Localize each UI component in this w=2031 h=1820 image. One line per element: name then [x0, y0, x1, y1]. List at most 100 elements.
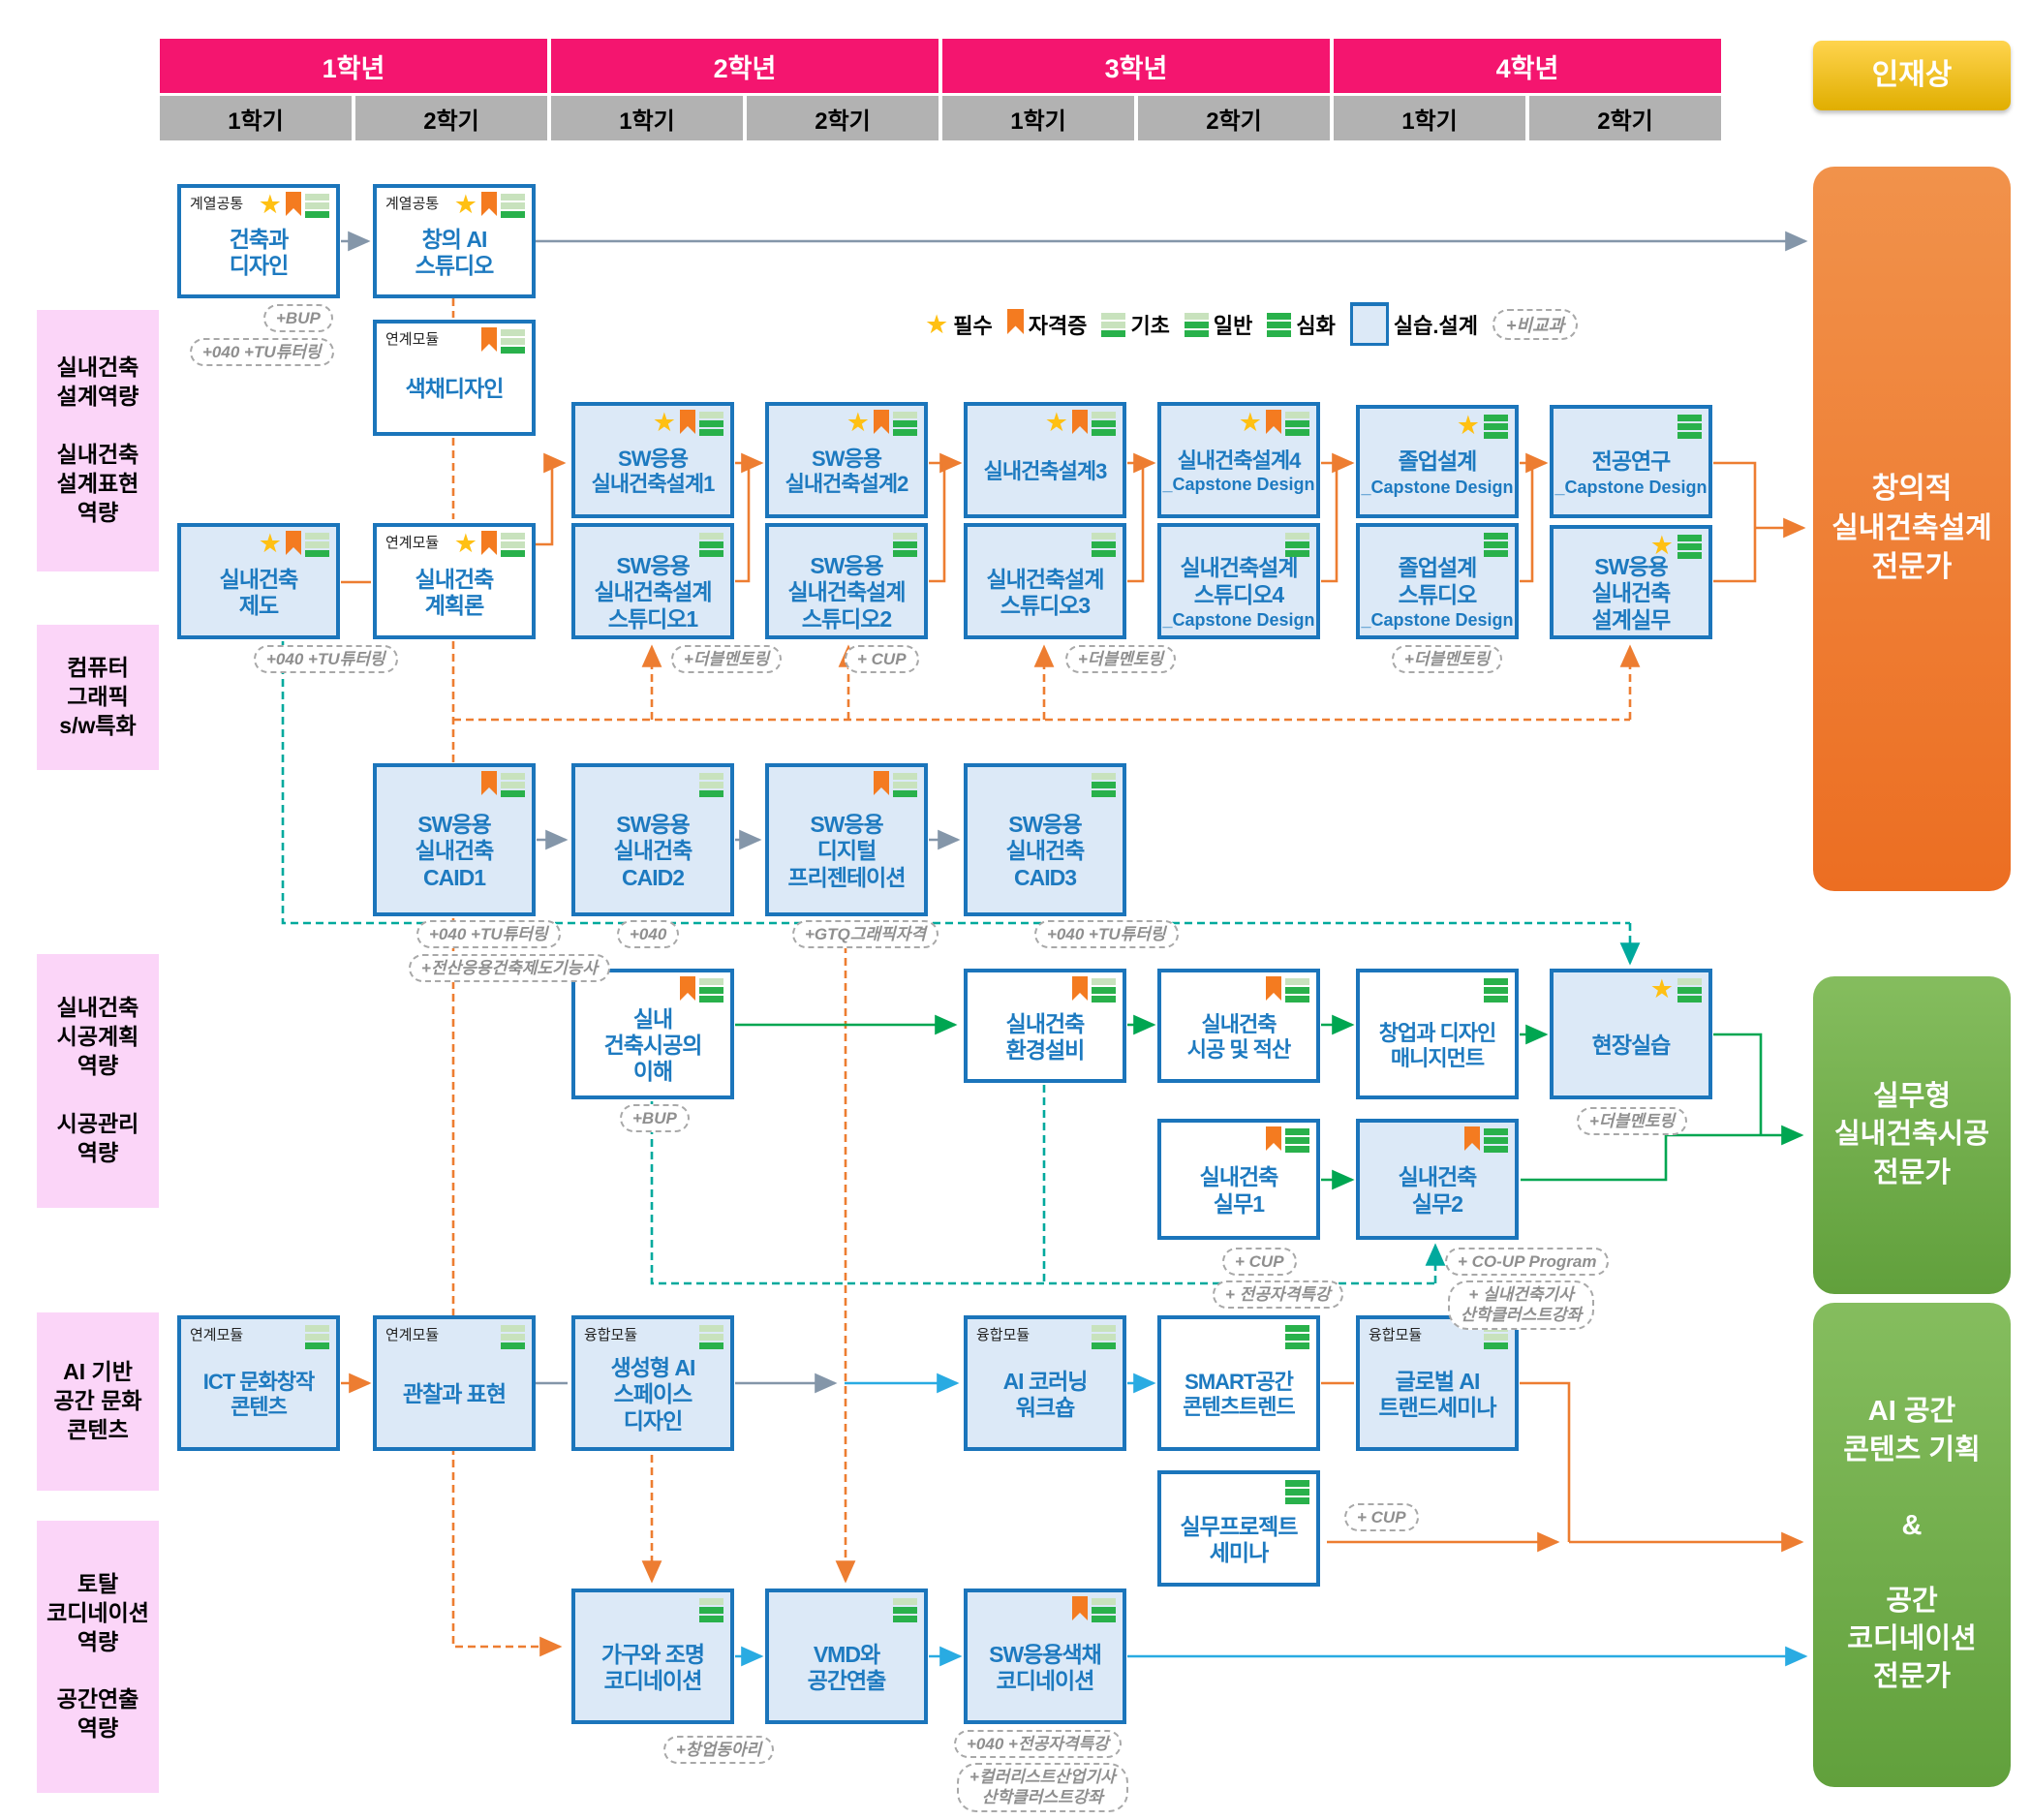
- course-ai-colearning-workshop: 융합모듈 AI 코러닝 워크숍: [964, 1315, 1126, 1451]
- annotation-bup-2: +BUP: [620, 1104, 690, 1133]
- legend-practice: 실습.설계: [1349, 302, 1478, 346]
- annotation-double-mentoring-3: +더블멘토링: [1392, 645, 1503, 674]
- course-sw-interior-caid-1: SW응용 실내건축 CAID1: [373, 763, 536, 916]
- level-advanced-icon: [1285, 1128, 1309, 1153]
- course-interior-design-4: ★ 실내건축설계4 _Capstone Design: [1157, 402, 1320, 518]
- module-tag: 연계모듈: [385, 331, 440, 348]
- course-sw-interior-caid-2: SW응용 실내건축 CAID2: [571, 763, 734, 916]
- required-star-icon: ★: [1238, 408, 1262, 437]
- level-advanced-icon: [1484, 978, 1508, 1003]
- level-general-icon: [1184, 313, 1209, 337]
- course-observation-expression: 연계모듈 관찰과 표현: [373, 1315, 536, 1451]
- course-icons: ★: [454, 531, 525, 560]
- course-title: SW응용 실내건축 CAID2: [613, 812, 693, 890]
- course-vmd-space-direction: VMD와 공간연출: [765, 1589, 928, 1724]
- connector-global-down: [1520, 1381, 1571, 1542]
- legend-basic-label: 기초: [1130, 313, 1170, 338]
- legend-certificate-label: 자격증: [1028, 313, 1088, 338]
- sidebar-group-ai-space-content: AI 기반 공간 문화 콘텐츠: [37, 1312, 159, 1491]
- course-icons: ★: [1457, 413, 1508, 439]
- semester-header-1: 1학기: [160, 96, 352, 140]
- connector-studio4-join: [1321, 463, 1339, 583]
- required-star-icon: ★: [1649, 974, 1674, 1003]
- course-icons: ★: [454, 192, 525, 221]
- level-general-icon: [1092, 978, 1116, 1003]
- level-advanced-icon: [1285, 1480, 1309, 1504]
- course-interior-environment-systems: 실내건축 환경설비: [964, 969, 1126, 1083]
- annotation-o40-tu-2: +040 +TU튜터링: [254, 645, 398, 674]
- course-title: 관찰과 표현: [402, 1381, 507, 1407]
- course-icons: [699, 771, 723, 797]
- semester-header-2: 2학기: [355, 96, 547, 140]
- outcome-practical-construction-expert: 실무형 실내건축시공 전문가: [1813, 976, 2011, 1294]
- year-header-3: 3학년: [942, 39, 1330, 93]
- course-interior-design-studio-4: 실내건축설계 스튜디오4 _Capstone Design: [1157, 523, 1320, 639]
- required-star-icon: ★: [652, 408, 676, 437]
- course-title: SW응용 실내건축설계2: [785, 447, 909, 496]
- course-icons: ★: [1650, 976, 1702, 1003]
- certificate-bookmark-icon: [1072, 1596, 1088, 1625]
- course-understanding-interior-construction: 실내 건축시공의 이해: [571, 969, 734, 1099]
- course-title: 건축과 디자인: [229, 226, 289, 278]
- course-subtitle: _Capstone Design: [1361, 477, 1514, 497]
- course-icons: [1285, 1478, 1309, 1504]
- course-icons: [893, 1596, 917, 1622]
- course-sw-color-coordination: SW응용색채 코디네이션: [964, 1589, 1126, 1724]
- course-sw-interior-design-2: ★ SW응용 실내건축설계2: [765, 402, 928, 518]
- level-advanced-icon: [1484, 415, 1508, 439]
- course-title: 가구와 조명 코디네이션: [600, 1641, 705, 1693]
- required-star-icon: ★: [258, 190, 282, 219]
- module-tag: 융합모듈: [1369, 1327, 1423, 1343]
- course-sw-interior-design-1: ★ SW응용 실내건축설계1: [571, 402, 734, 518]
- certificate-bookmark-icon: [1072, 976, 1088, 1005]
- module-tag: 융합모듈: [976, 1327, 1031, 1343]
- legend-practice-label: 실습.설계: [1393, 313, 1478, 338]
- required-star-icon: ★: [1649, 531, 1674, 560]
- course-icons: [1484, 976, 1508, 1003]
- level-general-icon: [1285, 533, 1309, 557]
- course-subtitle: _Capstone Design: [1361, 609, 1514, 630]
- course-icons: ★: [846, 410, 917, 439]
- course-icons: [481, 771, 525, 800]
- course-title: SW응용 실내건축설계1: [591, 447, 716, 496]
- legend-advanced: 심화: [1267, 309, 1336, 340]
- level-general-icon: [699, 533, 723, 557]
- course-title: 졸업설계 스튜디오: [1398, 555, 1478, 607]
- course-icons: [1266, 1126, 1309, 1156]
- annotation-cup-3: + CUP: [1344, 1503, 1419, 1532]
- level-general-icon: [1092, 1598, 1116, 1622]
- course-graduation-design: ★ 졸업설계 _Capstone Design: [1356, 405, 1519, 518]
- course-icons: [699, 1596, 723, 1622]
- certificate-bookmark-icon: [1266, 976, 1281, 1005]
- course-title: 창의 AI 스튜디오: [415, 226, 495, 278]
- level-basic-icon: [305, 1325, 329, 1349]
- course-furniture-lighting-coordination: 가구와 조명 코디네이션: [571, 1589, 734, 1724]
- level-basic-icon: [501, 194, 525, 218]
- course-practical-project-seminar: 실무프로젝트 세미나: [1157, 1470, 1320, 1587]
- course-icons: [699, 1323, 723, 1349]
- course-field-practice: ★ 현장실습: [1550, 969, 1712, 1099]
- legend: ★ 필수 자격증 기초 일반 심화 실습.설계 +비교과: [925, 302, 1579, 346]
- course-title: 실내건축설계 스튜디오3: [986, 566, 1105, 618]
- course-title: 실내건축 계획론: [415, 566, 495, 618]
- course-interior-design-studio-3: 실내건축설계 스튜디오3: [964, 523, 1126, 639]
- outcome-creative-interior-design-expert: 창의적 실내건축설계 전문가: [1813, 167, 2011, 891]
- course-interior-design-3: ★ 실내건축설계3: [964, 402, 1126, 518]
- course-smart-space-content-trend: SMART공간 콘텐츠트렌드: [1157, 1315, 1320, 1451]
- module-tag: 계열공통: [190, 196, 244, 212]
- level-advanced-icon: [1285, 1325, 1309, 1349]
- certificate-bookmark-icon: [1266, 1126, 1281, 1156]
- annotation-o40-tu-1: +040 +TU튜터링: [190, 338, 334, 367]
- annotation-gtq-cert: +GTQ그래픽자격: [792, 920, 939, 949]
- course-interior-practice-1: 실내건축 실무1: [1157, 1119, 1320, 1240]
- course-icons: ★: [1045, 410, 1116, 439]
- level-basic-icon: [1101, 313, 1126, 337]
- course-interior-construction-estimation: 실내건축 시공 및 적산: [1157, 969, 1320, 1083]
- level-basic-icon: [305, 194, 329, 218]
- level-general-icon: [1092, 412, 1116, 436]
- course-icons: ★: [653, 410, 723, 439]
- course-title: SMART공간 콘텐츠트렌드: [1183, 1370, 1295, 1419]
- connector-gradstudio-join: [1520, 463, 1534, 583]
- level-basic-icon: [699, 1325, 723, 1349]
- connector-practice-out: [1713, 528, 1757, 583]
